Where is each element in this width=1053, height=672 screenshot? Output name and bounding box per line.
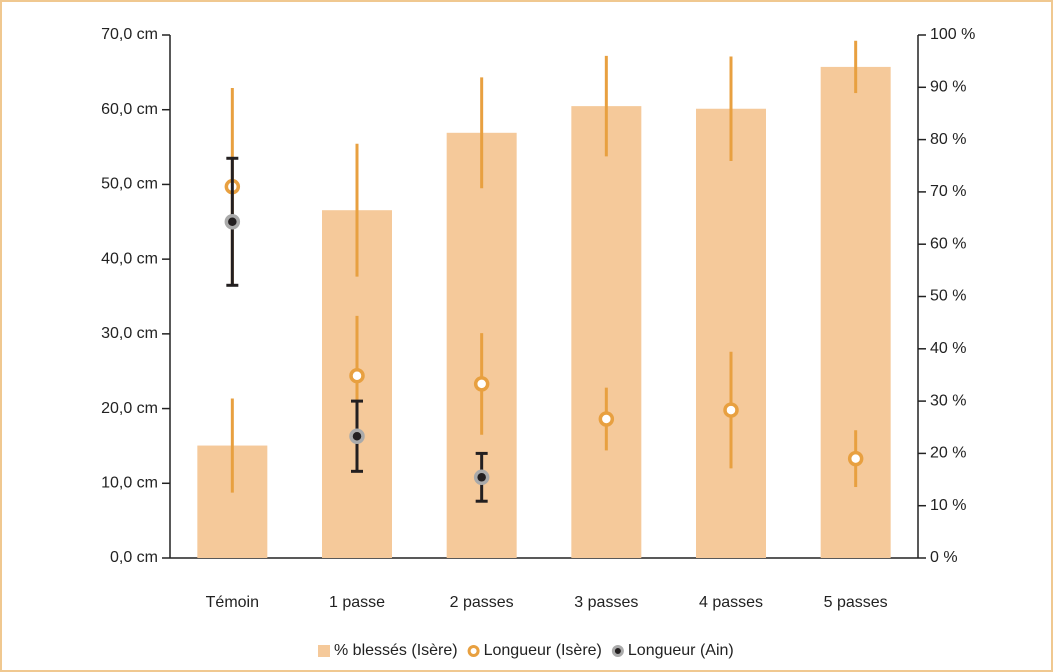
y2-tick-label: 70 % bbox=[930, 183, 966, 200]
y-tick-label: 50,0 cm bbox=[101, 176, 158, 193]
y2-tick-label: 100 % bbox=[930, 26, 975, 43]
y-tick-label: 10,0 cm bbox=[101, 475, 158, 492]
y2-tick-label: 30 % bbox=[930, 392, 966, 409]
y2-tick-label: 90 % bbox=[930, 79, 966, 96]
y-tick-label: 30,0 cm bbox=[101, 325, 158, 342]
point bbox=[473, 376, 490, 392]
legend-swatch bbox=[611, 645, 624, 657]
y-tick-label: 70,0 cm bbox=[101, 26, 158, 43]
point bbox=[723, 402, 739, 418]
y2-tick-label: 0 % bbox=[930, 549, 958, 566]
y-tick-label: 60,0 cm bbox=[101, 101, 158, 118]
point bbox=[349, 367, 365, 384]
y2-tick-label: 50 % bbox=[930, 288, 966, 305]
y2-tick-label: 60 % bbox=[930, 235, 966, 252]
y-tick-label: 0,0 cm bbox=[110, 549, 158, 566]
y-tick-label: 40,0 cm bbox=[101, 250, 158, 267]
x-tick-label: 4 passes bbox=[699, 594, 763, 611]
point bbox=[224, 214, 241, 230]
x-tick-label: Témoin bbox=[206, 594, 259, 611]
bar bbox=[571, 106, 642, 559]
y2-tick-label: 40 % bbox=[930, 340, 966, 357]
x-tick-label: 5 passes bbox=[824, 594, 888, 611]
x-tick-label: 3 passes bbox=[574, 594, 638, 611]
y-tick-label: 20,0 cm bbox=[101, 400, 158, 417]
point bbox=[598, 411, 615, 427]
legend-label: % blessés (Isère) bbox=[334, 642, 458, 659]
x-tick-label: 2 passes bbox=[450, 594, 514, 611]
y2-tick-label: 20 % bbox=[930, 445, 966, 462]
legend-swatch bbox=[318, 645, 330, 657]
legend-label: Longueur (Ain) bbox=[628, 642, 734, 659]
legend-label: Longueur (Isère) bbox=[484, 642, 602, 659]
bar bbox=[696, 108, 766, 559]
y2-tick-label: 80 % bbox=[930, 131, 966, 148]
x-tick-label: 1 passe bbox=[329, 594, 385, 611]
point bbox=[847, 450, 864, 467]
y2-tick-label: 10 % bbox=[930, 497, 966, 514]
point bbox=[473, 469, 490, 486]
legend-swatch bbox=[467, 645, 480, 657]
point bbox=[349, 428, 365, 444]
